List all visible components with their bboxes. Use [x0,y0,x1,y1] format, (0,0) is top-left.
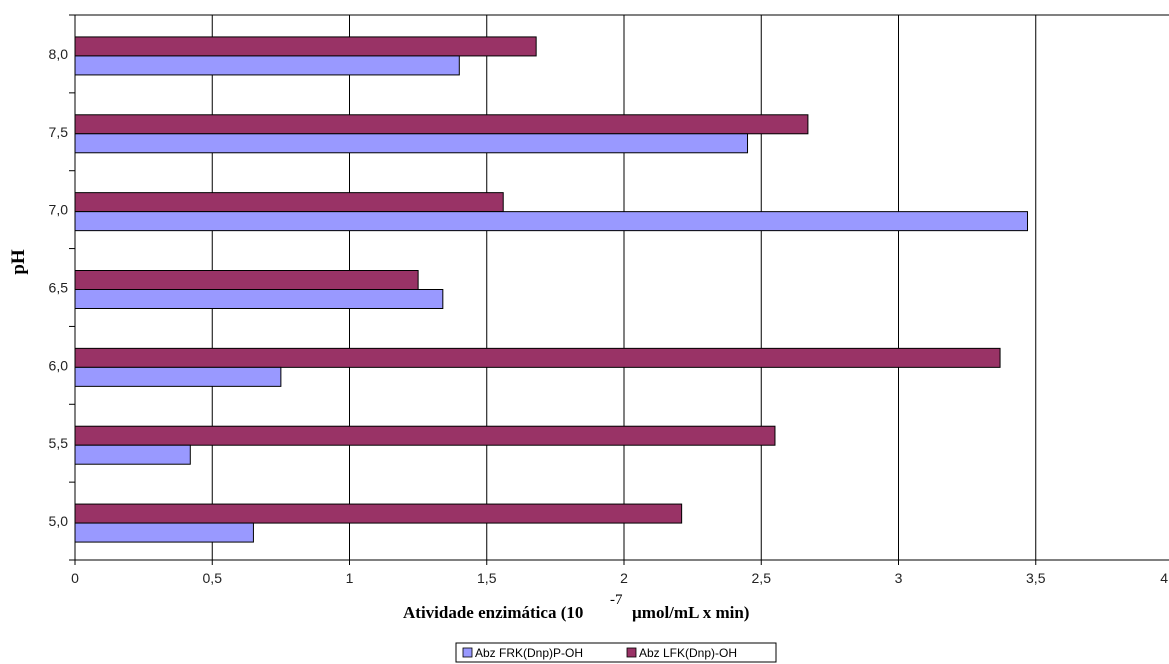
gridlines [211,15,1037,560]
y-tick-label: 8,0 [49,46,69,62]
legend: Abz FRK(Dnp)P-OH Abz LFK(Dnp)-OH [455,642,777,663]
bar-abz-frk-dnp-p-oh [74,211,1029,232]
y-axis-label: pH [8,249,29,275]
x-tick-label: 0,5 [203,570,223,586]
y-tick-label: 6,5 [49,280,69,296]
x-axis-label-suffix: µmol/mL x min) [632,603,749,622]
legend-swatch-series-2 [626,647,637,658]
x-tick-label: 4 [1160,570,1168,586]
legend-box [455,642,777,663]
y-tick-label: 7,5 [49,124,69,140]
bar-abz-frk-dnp-p-oh [74,55,460,76]
y-tick-label: 5,0 [49,513,69,529]
x-tick-label: 3,5 [1026,570,1046,586]
bars [74,36,1029,543]
bar-abz-lfk-dnp-oh [74,270,419,290]
x-tick-label: 1 [346,570,354,586]
bar-abz-frk-dnp-p-oh [74,366,282,387]
bar-abz-lfk-dnp-oh [74,503,683,524]
bar-abz-frk-dnp-p-oh [74,444,191,465]
bar-abz-lfk-dnp-oh [74,425,776,446]
y-tick-label: 5,5 [49,435,69,451]
x-tick-label: 1,5 [477,570,497,586]
legend-label-series-2: Abz LFK(Dnp)-OH [639,646,737,660]
axes [74,14,1169,561]
x-tick-label: 0 [71,570,79,586]
ticks [69,14,1037,565]
x-tick-label: 3 [895,570,903,586]
bar-abz-frk-dnp-p-oh [74,289,444,309]
x-tick-label: 2,5 [752,570,772,586]
x-tick-label: 2 [620,570,628,586]
y-tick-label: 6,0 [49,357,69,373]
bar-abz-frk-dnp-p-oh [74,522,254,543]
legend-swatch-series-1 [462,647,473,658]
tick-labels: 0 0,5 1 1,5 2 2,5 3 3,5 4 5,0 5,5 6,0 6,5 7,0 7,5 8,0 [49,46,1169,586]
bar-abz-lfk-dnp-oh [74,114,809,135]
bar-abz-lfk-dnp-oh [74,36,537,57]
legend-label-series-1: Abz FRK(Dnp)P-OH [475,646,583,660]
bar-abz-lfk-dnp-oh [74,192,504,213]
x-axis-label: Atividade enzimática (10 [403,603,583,622]
x-axis-label-exponent: -7 [610,592,623,608]
bar-abz-frk-dnp-p-oh [74,133,749,154]
bar-abz-lfk-dnp-oh [74,347,1001,368]
y-tick-label: 7,0 [49,202,69,218]
